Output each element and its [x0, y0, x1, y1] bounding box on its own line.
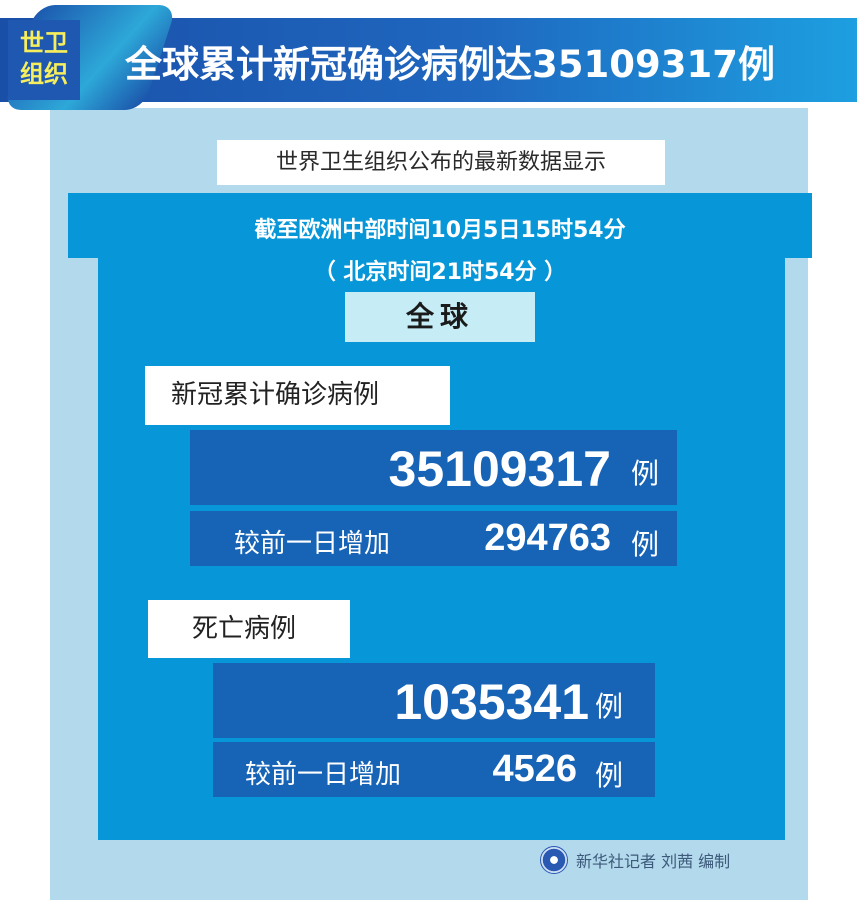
credit-text: 新华社记者 刘茜 编制 — [576, 852, 731, 871]
time-beijing: （ 北京时间21时54分 ） — [313, 260, 567, 285]
subtitle: 世界卫生组织公布的最新数据显示 — [217, 140, 665, 185]
cases-increase: 294763 — [484, 517, 611, 559]
deaths-total: 1035341 — [394, 674, 589, 730]
credit: 新华社记者 刘茜 编制 — [540, 846, 730, 874]
xinhua-logo-icon — [540, 846, 568, 874]
deaths-increase: 4526 — [492, 748, 577, 790]
cases-increase-label: 较前一日增加 — [234, 529, 391, 559]
deaths-label: 死亡病例 — [148, 600, 350, 658]
cases-increase-unit: 例 — [630, 528, 659, 561]
deaths-increase-box: 较前一日增加 4526 例 — [213, 742, 655, 797]
cases-total-box: 35109317 例 — [190, 430, 677, 505]
deaths-total-box: 1035341 例 — [213, 663, 655, 738]
time-cet: 截至欧洲中部时间10月5日15时54分 — [254, 218, 626, 243]
badge-line-2: 组织 — [20, 60, 68, 88]
deaths-unit: 例 — [594, 690, 623, 723]
who-badge: 世卫 组织 — [8, 20, 80, 100]
deaths-increase-label: 较前一日增加 — [245, 760, 402, 790]
scope-label: 全球 — [345, 292, 535, 342]
deaths-increase-unit: 例 — [594, 759, 623, 792]
time-band — [68, 193, 812, 258]
cases-increase-box: 较前一日增加 294763 例 — [190, 511, 677, 566]
cases-unit: 例 — [630, 457, 659, 490]
cases-label: 新冠累计确诊病例 — [145, 366, 450, 425]
badge-line-1: 世卫 — [20, 29, 68, 57]
page-title: 全球累计新冠确诊病例达35109317例 — [125, 43, 775, 86]
cases-total: 35109317 — [388, 441, 611, 497]
